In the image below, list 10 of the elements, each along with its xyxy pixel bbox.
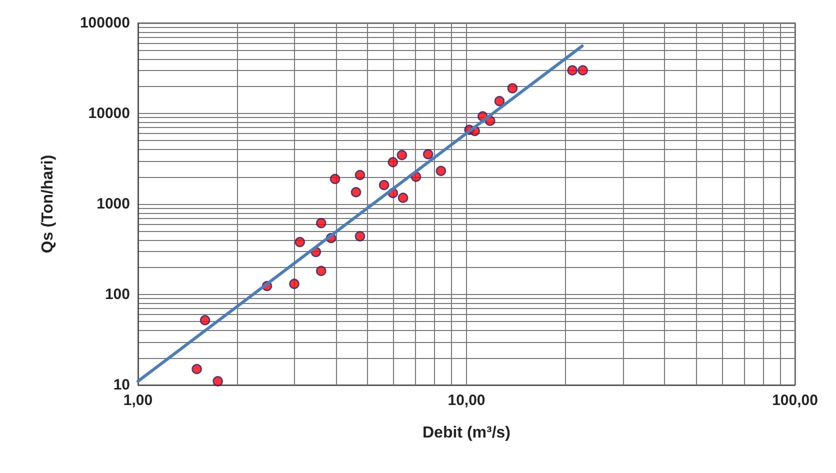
x-axis-title: Debit (m³/s): [422, 424, 510, 442]
y-tick-label: 1000: [96, 196, 130, 212]
y-tick-label: 100: [104, 286, 130, 303]
y-axis-title: Qs (Ton/hari): [40, 154, 56, 254]
x-tick-label: 1,00: [123, 392, 153, 409]
x-tick-label: 10,00: [448, 392, 486, 409]
y-tick-label: 10: [113, 376, 130, 394]
y-tick-label: 10000: [88, 105, 130, 122]
x-tick-label: 100,00: [772, 392, 818, 409]
y-tick-label: 100000: [80, 14, 130, 32]
